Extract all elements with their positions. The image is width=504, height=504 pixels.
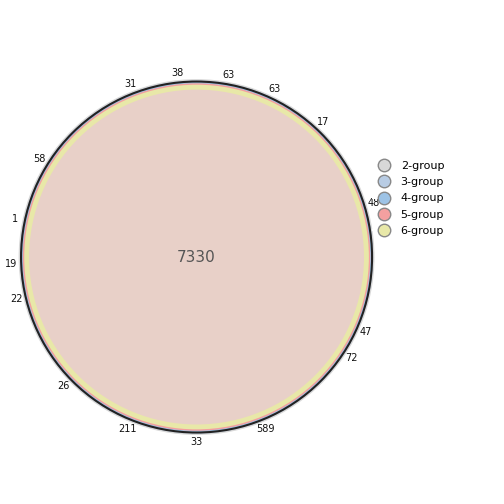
Text: 33: 33 (191, 437, 203, 447)
Text: 589: 589 (257, 424, 275, 434)
Text: 19: 19 (6, 259, 18, 269)
Text: 7330: 7330 (177, 249, 216, 265)
Text: 26: 26 (57, 381, 70, 391)
Text: 72: 72 (346, 353, 358, 363)
Text: 48: 48 (367, 198, 380, 208)
Text: 1: 1 (13, 214, 19, 224)
Text: 63: 63 (223, 70, 235, 80)
Circle shape (21, 82, 372, 432)
Text: 38: 38 (171, 68, 183, 78)
Text: 22: 22 (10, 294, 22, 304)
Text: 211: 211 (118, 424, 137, 434)
Legend: 2-group, 3-group, 4-group, 5-group, 6-group: 2-group, 3-group, 4-group, 5-group, 6-gr… (368, 157, 449, 240)
Text: 63: 63 (269, 84, 281, 94)
Text: 47: 47 (359, 328, 372, 337)
Text: 17: 17 (317, 116, 329, 127)
Text: 58: 58 (33, 154, 46, 164)
Text: 31: 31 (124, 79, 137, 89)
